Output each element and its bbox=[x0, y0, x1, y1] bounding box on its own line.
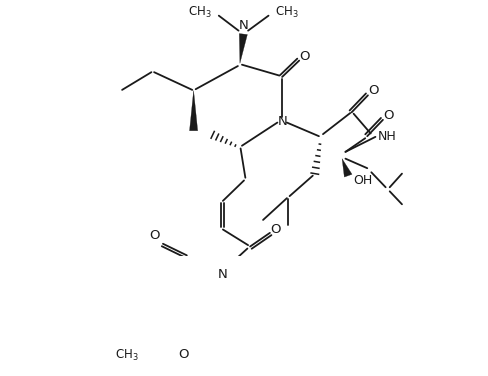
Text: O: O bbox=[368, 84, 379, 97]
Text: N: N bbox=[217, 268, 227, 281]
Polygon shape bbox=[189, 91, 198, 131]
Text: N: N bbox=[239, 20, 248, 32]
Polygon shape bbox=[239, 33, 247, 63]
Text: CH$_3$: CH$_3$ bbox=[116, 348, 139, 363]
Text: N: N bbox=[277, 115, 287, 128]
Text: O: O bbox=[270, 223, 281, 236]
Polygon shape bbox=[240, 312, 269, 327]
Text: O: O bbox=[299, 50, 310, 63]
Text: O: O bbox=[383, 109, 394, 121]
Text: O: O bbox=[178, 347, 189, 361]
Text: NH: NH bbox=[377, 130, 396, 143]
Polygon shape bbox=[342, 159, 352, 177]
Text: OH: OH bbox=[354, 174, 373, 187]
Text: O: O bbox=[149, 229, 160, 242]
Text: CH$_3$: CH$_3$ bbox=[275, 5, 299, 20]
Text: CH$_3$: CH$_3$ bbox=[188, 5, 212, 20]
